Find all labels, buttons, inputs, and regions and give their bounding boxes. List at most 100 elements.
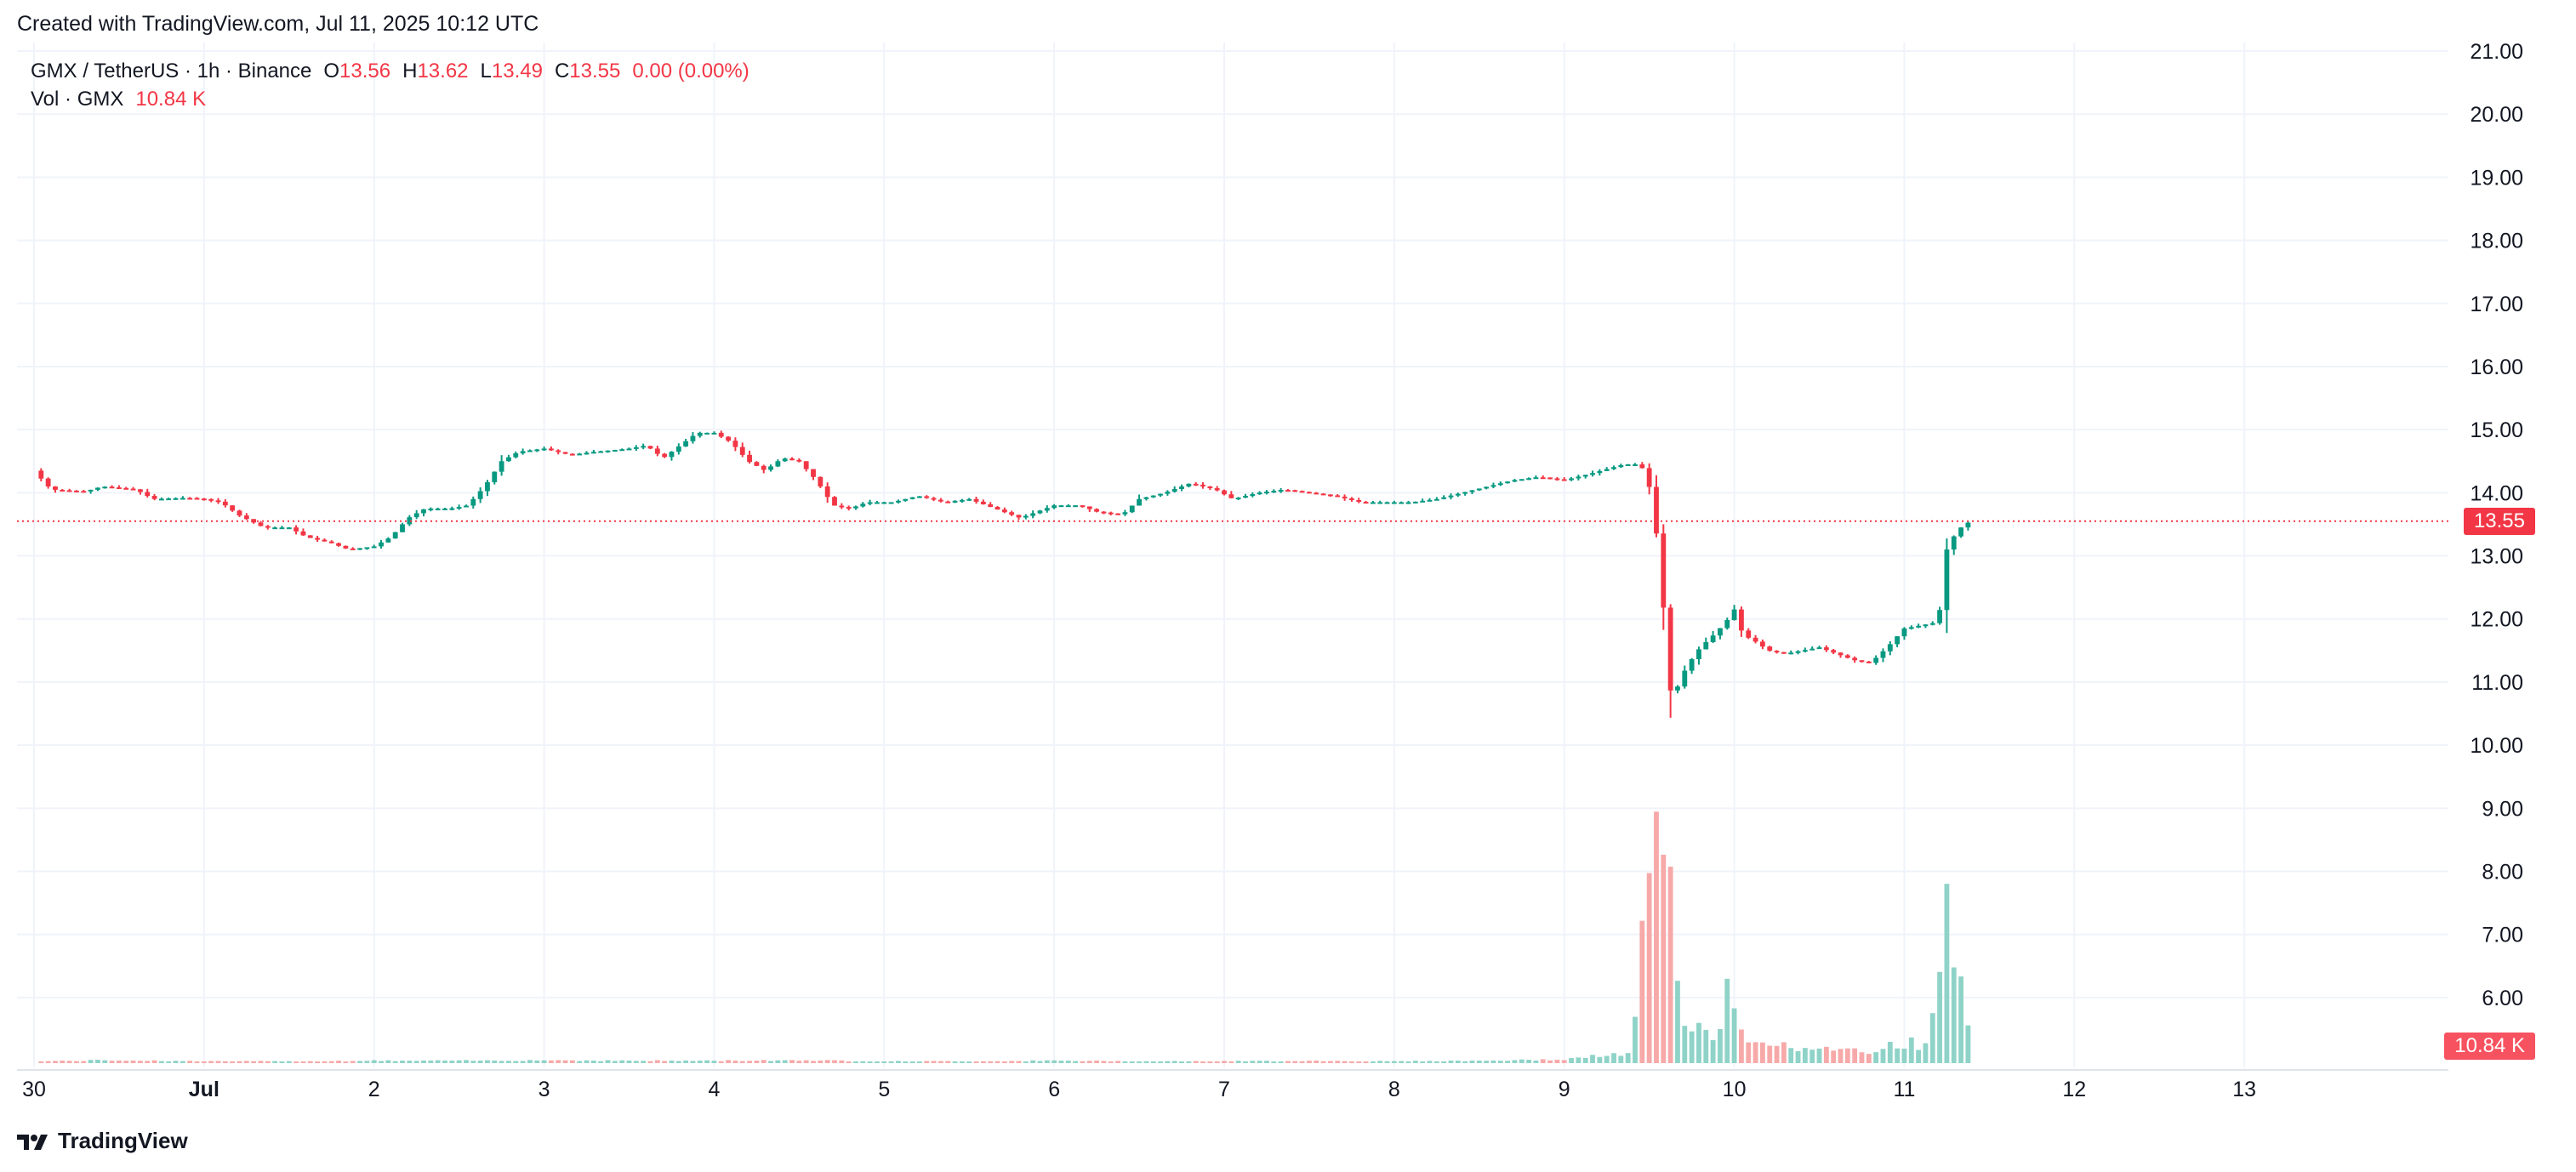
y-tick-label: 17.00 [2470,293,2523,316]
volume-bar [1158,1061,1163,1063]
volume-bar [1611,1053,1616,1063]
volume-bar [1901,1048,1907,1063]
volume-bar [187,1061,193,1063]
candle-body [1816,647,1822,650]
volume-bar [1108,1061,1114,1063]
candle-body [53,486,58,490]
candle-body [718,432,724,437]
candle-body [577,453,583,456]
volume-bar [1384,1061,1390,1063]
candle-body [1384,502,1390,504]
candle-body [470,498,476,506]
candle-body [732,441,738,447]
volume-bar [1731,1008,1737,1063]
volume-bar [449,1061,455,1063]
candle-body [88,489,94,492]
volume-bar [1795,1050,1801,1063]
candle-body [237,510,242,516]
candle-body [739,447,745,455]
volume-bar [145,1061,151,1063]
volume-bar [1222,1061,1227,1063]
y-tick-label: 15.00 [2470,418,2523,442]
candle-body [1547,477,1553,480]
volume-bar [952,1061,958,1063]
volume-bar [768,1061,773,1063]
candle-body [1207,486,1213,488]
candle-body [145,492,151,497]
volume-bar [938,1061,943,1063]
volume-bar [909,1061,915,1063]
tradingview-logo-icon [17,1134,48,1150]
volume-bar [464,1060,469,1063]
volume-bar [569,1060,575,1063]
candle-body [1122,512,1128,515]
volume-bar [796,1061,802,1063]
volume-bar [66,1061,72,1063]
volume-bar [1065,1061,1071,1063]
volume-bar [428,1060,434,1063]
candle-body [562,452,568,454]
volume-bar [590,1061,596,1063]
candle-body [875,502,880,504]
candle-body [846,507,852,509]
volume-bar [1633,1016,1638,1063]
candle-body [754,462,760,466]
x-tick-label: 7 [1218,1078,1230,1101]
volume-bar [243,1061,249,1063]
volume-bar [477,1060,483,1063]
volume-bar [1420,1061,1426,1063]
candle-body [1866,661,1872,663]
candle-body [1222,490,1227,495]
x-tick-label: 9 [1559,1078,1570,1101]
volume-bar [811,1061,816,1063]
volume-bar [875,1061,880,1063]
volume-bar [1873,1052,1879,1063]
volume-bar [130,1060,136,1063]
volume-bar [1682,1026,1688,1063]
candle-body [1880,651,1886,658]
candle-body [824,486,830,498]
volume-bar [1519,1059,1525,1063]
volume-bar [1895,1048,1901,1063]
volume-bar [605,1060,611,1063]
volume-bar [903,1061,909,1063]
volume-bar [222,1061,228,1063]
symbol-description[interactable]: GMX / TetherUS · 1h · Binance [31,60,312,82]
candle-body [1228,494,1234,498]
x-tick-label: 8 [1388,1078,1400,1101]
candle-body [1037,510,1043,514]
volume-bar [294,1061,299,1063]
volume-bar [945,1061,951,1063]
volume-bar [562,1060,568,1063]
candle-body [81,491,87,493]
candle-body [343,545,349,549]
candle-body [1512,480,1518,482]
volume-bar [1880,1049,1886,1063]
volume-bar [1044,1060,1050,1063]
candle-body [584,452,590,455]
candle-body [413,513,419,518]
volume-legend: Vol · GMX 10.84 K [31,88,206,111]
volume-bar [1193,1061,1199,1063]
volume-bar [1718,1028,1723,1063]
volume-bar [1342,1061,1348,1063]
volume-bar [881,1061,887,1063]
volume-bar [201,1061,207,1063]
candle-body [1689,659,1695,671]
candle-body [1724,619,1730,629]
volume-bar [1086,1061,1092,1063]
volume-bar [1852,1048,1858,1063]
volume-bar [1129,1061,1135,1063]
candle-body [1561,479,1567,481]
volume-bar [350,1061,356,1063]
volume-label[interactable]: Vol · GMX [31,88,124,111]
candle-body [1633,464,1638,466]
volume-bar [1590,1055,1595,1063]
candle-body [789,458,795,461]
change-value: 0.00 (0.00%) [632,60,749,82]
volume-bar [109,1061,115,1063]
tradingview-footer[interactable]: TradingView [17,1128,188,1154]
candle-body [45,478,51,486]
candle-body [1710,635,1716,642]
